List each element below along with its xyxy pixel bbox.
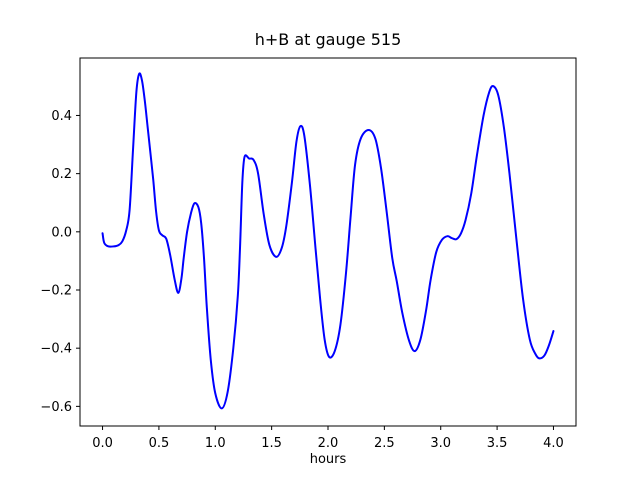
y-tick-label: 0.4 [51,109,72,124]
x-tick-label: 0.5 [149,436,170,451]
y-tick-label: −0.2 [40,284,72,299]
x-tick-label: 3.0 [430,436,451,451]
x-tick-label: 4.0 [543,436,564,451]
plot-border [79,57,577,427]
chart-title: h+B at gauge 515 [254,30,402,49]
x-tick-label: 1.5 [261,436,282,451]
x-tick-label: 2.5 [374,436,395,451]
x-tick-label: 0.0 [92,436,113,451]
x-tick-label: 1.0 [205,436,226,451]
y-tick-label: −0.4 [40,342,72,357]
x-axis-label: hours [309,452,347,467]
y-tick-label: 0.2 [51,167,72,182]
data-line-h+B [101,72,555,410]
y-tick-label: 0.0 [51,225,72,240]
x-tick-label: 3.5 [487,436,508,451]
x-tick-label: 2.0 [318,436,339,451]
y-tick-label: −0.6 [40,400,72,415]
